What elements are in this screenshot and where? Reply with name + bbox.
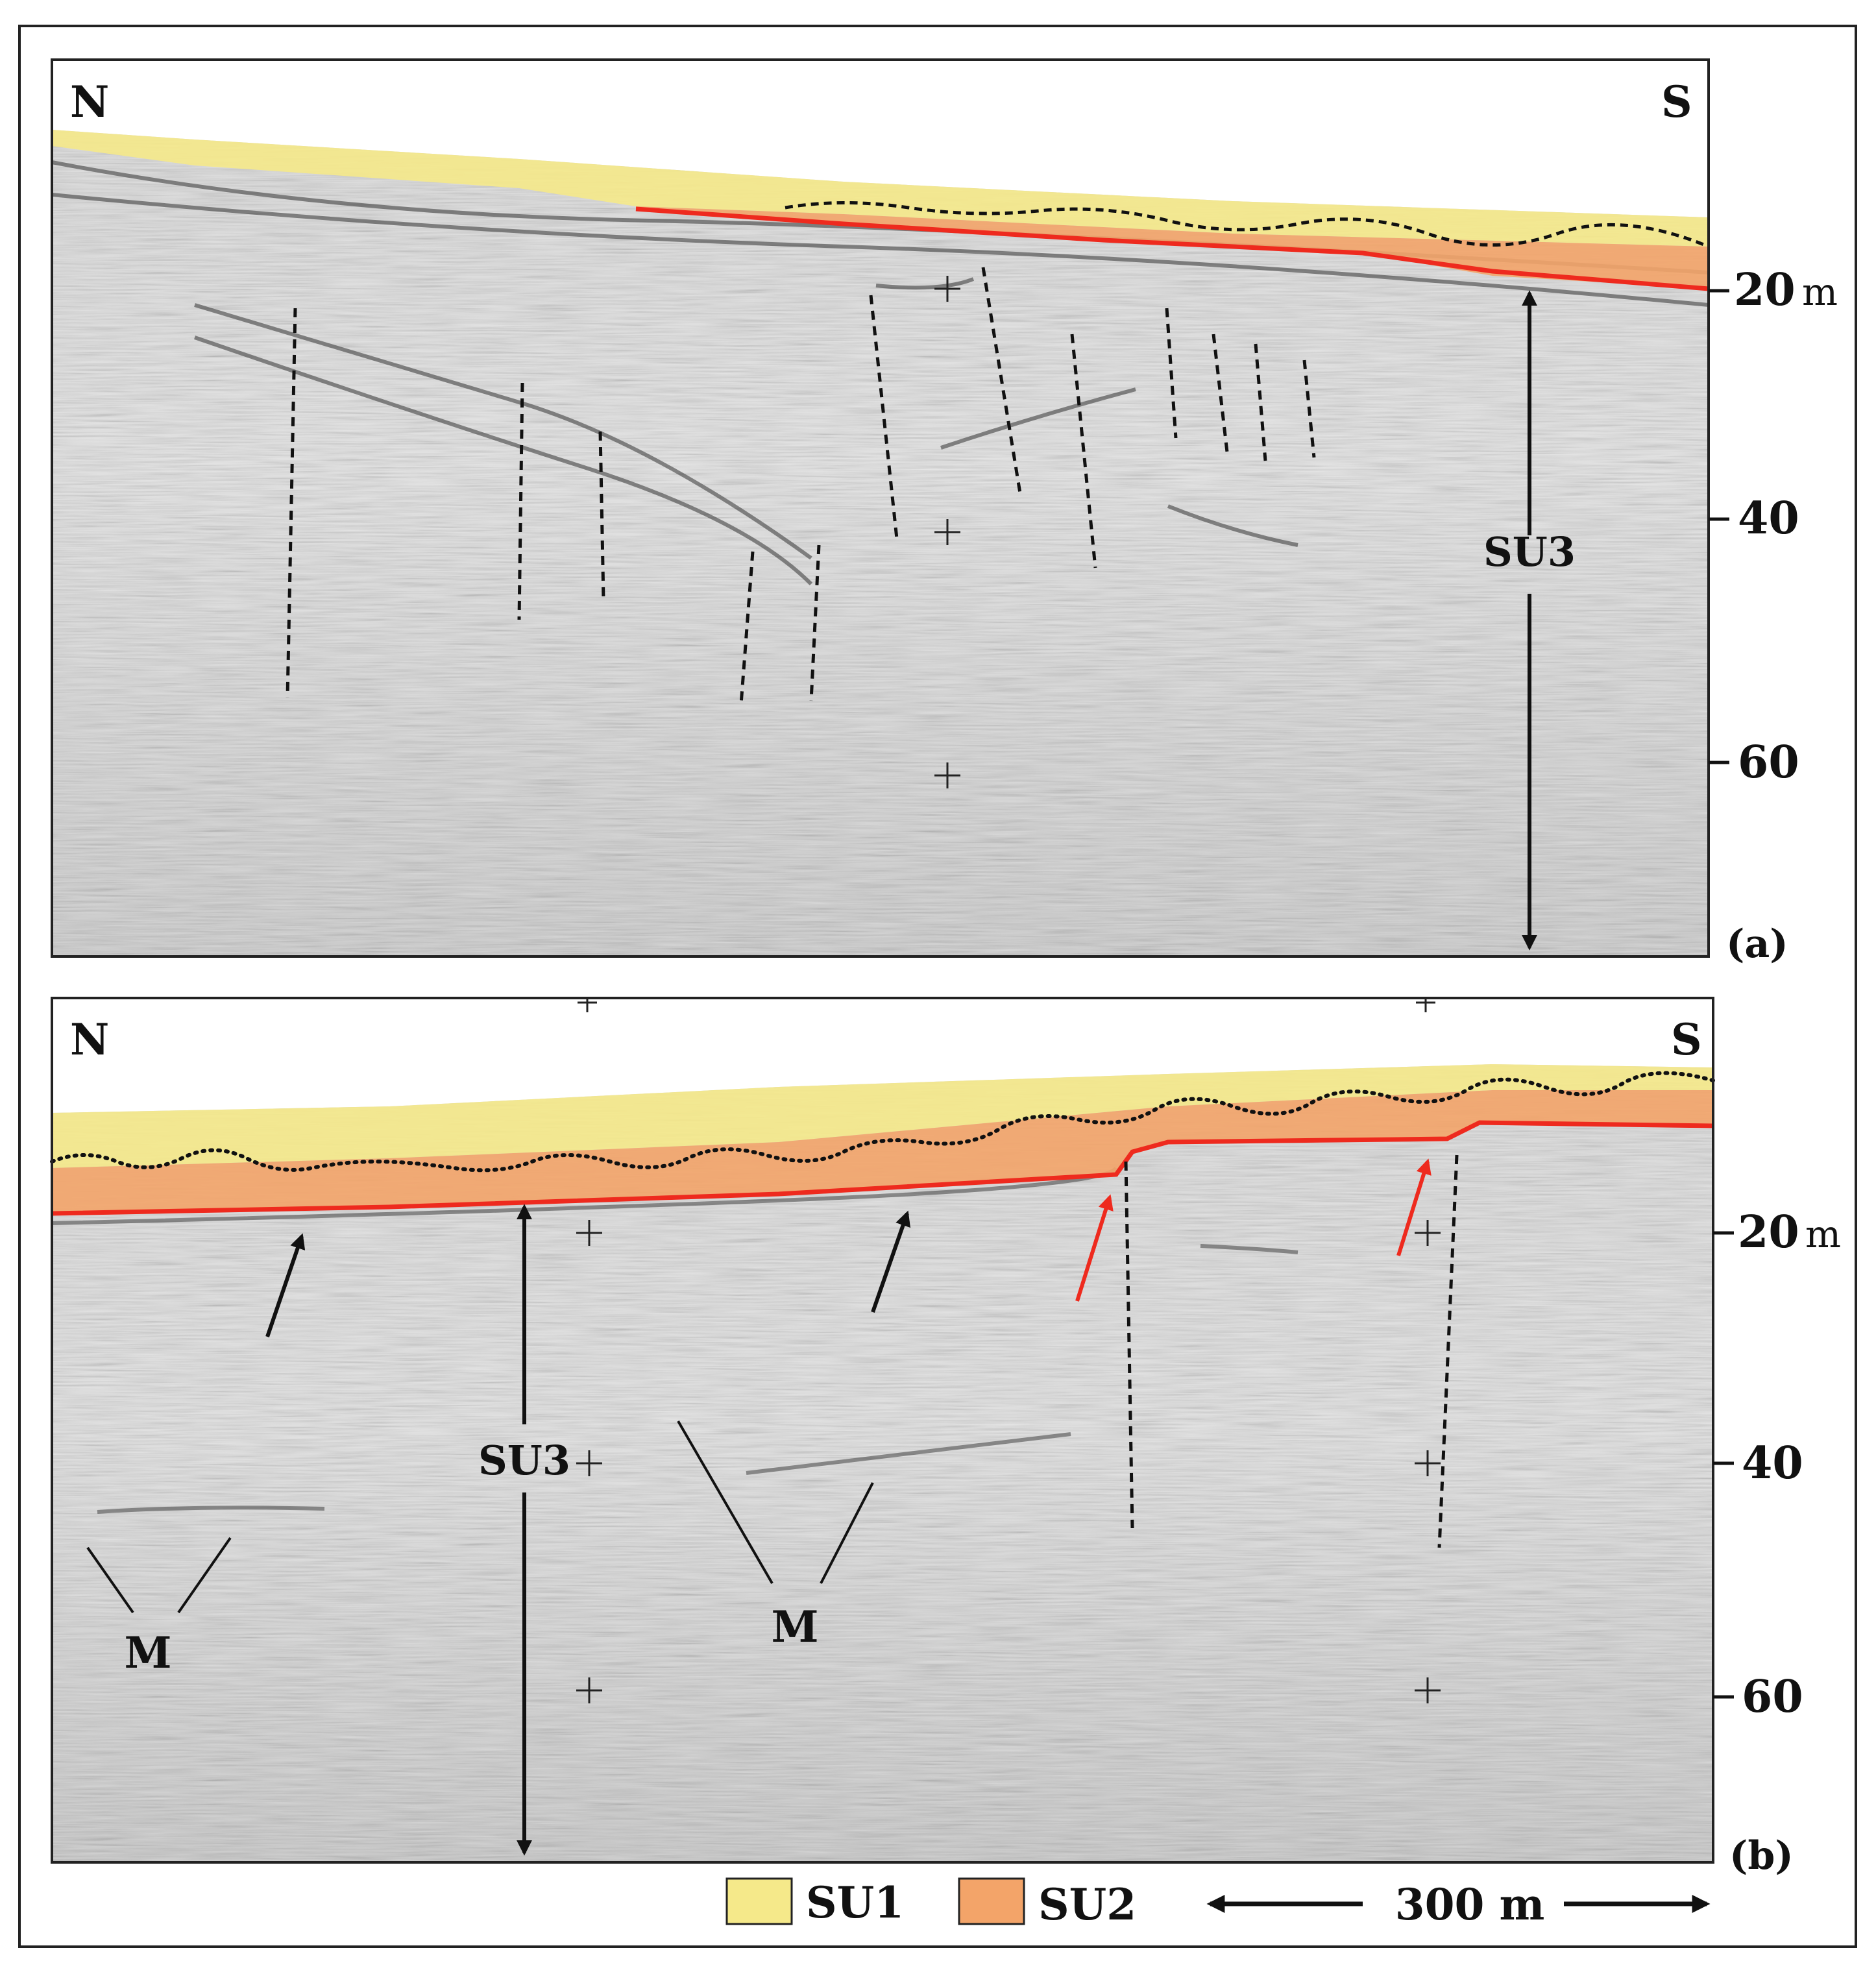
panel-b-su2-layer <box>52 1090 1713 1213</box>
panel-b-black-arrow-2 <box>871 1210 911 1313</box>
panel-b-south-label: S <box>1671 1014 1702 1065</box>
panel-b-reflectors <box>51 1166 1298 1514</box>
panel-a-depth-40: 40 <box>1738 493 1799 544</box>
legend-su2-label: SU2 <box>1038 1879 1136 1930</box>
panel-b-red-arrow-1 <box>1075 1194 1114 1302</box>
outer-frame <box>18 25 1857 1948</box>
legend-su1-label: SU1 <box>806 1877 904 1928</box>
panel-a-water-column <box>52 60 1709 217</box>
panel-b-depth-unit: m <box>1805 1212 1841 1256</box>
panel-a-su3-label: SU3 <box>1483 528 1576 576</box>
panel-a-north-label: N <box>70 77 109 127</box>
panel-b-red-reflector <box>51 1120 1714 1216</box>
panel-a-red-reflector <box>635 206 1709 291</box>
panel-a-reflectors <box>51 160 1709 586</box>
panel-b-faults <box>1124 1154 1459 1548</box>
panel-b-red-arrow-2 <box>1396 1158 1431 1256</box>
panel-b-su1-layer <box>52 1064 1713 1168</box>
panel-b-m-label-left: M <box>124 1627 171 1678</box>
panel-b-depth-20: 20 <box>1738 1206 1799 1258</box>
panel-b-north-label: N <box>70 1014 109 1065</box>
panel-b: SU3 M M N S 20 m 40 60 (b) <box>50 997 1841 1879</box>
panel-b-water-column <box>52 998 1713 1113</box>
panel-a-south-label: S <box>1661 77 1692 127</box>
panel-b-m-label-right: M <box>771 1602 818 1652</box>
panel-b-depth-40: 40 <box>1742 1437 1803 1489</box>
panel-b-black-arrow-1 <box>265 1233 306 1337</box>
panel-a-frame <box>51 58 1710 958</box>
panel-a-depth-unit: m <box>1802 270 1838 314</box>
panel-a-depth-20: 20 <box>1734 264 1796 316</box>
panel-b-su1-su2-boundary <box>50 1071 1715 1173</box>
legend-su2-swatch <box>958 1877 1025 1925</box>
panel-b-crosshairs <box>576 998 1441 1703</box>
panel-b-frame <box>51 997 1714 1864</box>
panel-a-su1-layer <box>52 130 1709 247</box>
legend-scale-label: 300 m <box>1395 1879 1545 1930</box>
panel-a-depth-60: 60 <box>1738 737 1799 788</box>
panel-a: SU3 N S 20 m 40 60 (a) <box>51 58 1838 967</box>
panel-a-label: (a) <box>1726 921 1788 967</box>
panel-b-label: (b) <box>1729 1833 1794 1879</box>
legend: SU1 SU2 300 m <box>725 1877 1711 1930</box>
panel-a-crosshairs <box>934 276 960 788</box>
legend-su1-swatch <box>725 1877 793 1925</box>
panel-a-su1-su2-boundary <box>785 201 1709 249</box>
panel-b-depth-ticks <box>1713 1231 1734 1699</box>
panel-b-depth-60: 60 <box>1742 1671 1803 1723</box>
panel-a-depth-ticks <box>1709 289 1729 764</box>
panel-b-m-leaders <box>86 1420 874 1614</box>
panel-b-su3-label: SU3 <box>478 1437 570 1484</box>
panel-a-faults <box>286 267 1316 705</box>
